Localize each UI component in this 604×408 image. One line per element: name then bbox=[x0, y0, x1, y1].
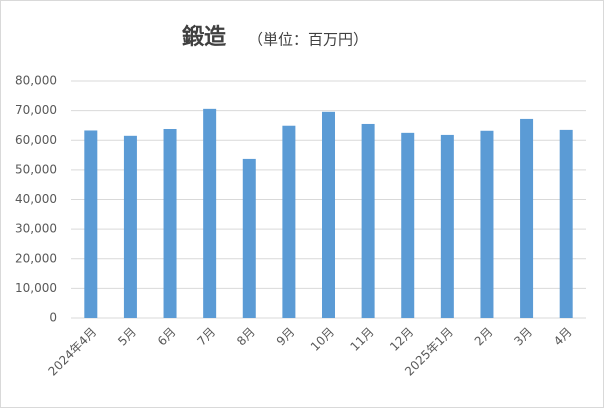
bar bbox=[282, 125, 296, 318]
y-tick-label: 20,000 bbox=[15, 251, 57, 265]
bar bbox=[242, 158, 256, 318]
bar bbox=[361, 123, 375, 318]
bar bbox=[203, 108, 217, 318]
bar bbox=[401, 132, 415, 318]
y-tick-label: 10,000 bbox=[15, 281, 57, 295]
bar bbox=[84, 130, 98, 318]
y-tick-label: 0 bbox=[49, 311, 57, 325]
chart-title: 鍛造 bbox=[182, 24, 226, 50]
bar bbox=[163, 128, 177, 318]
bar bbox=[123, 135, 137, 318]
y-tick-label: 70,000 bbox=[15, 103, 57, 117]
chart-subtitle: （単位：百万円） bbox=[248, 31, 368, 49]
bar bbox=[520, 118, 534, 318]
bar bbox=[322, 111, 335, 318]
bar bbox=[559, 129, 573, 318]
y-tick-label: 80,000 bbox=[15, 74, 57, 88]
y-tick-label: 60,000 bbox=[15, 133, 57, 147]
y-tick-label: 40,000 bbox=[15, 192, 57, 206]
bar bbox=[440, 134, 454, 318]
y-tick-label: 50,000 bbox=[15, 162, 57, 176]
y-tick-label: 30,000 bbox=[15, 222, 57, 236]
bar bbox=[480, 130, 494, 318]
